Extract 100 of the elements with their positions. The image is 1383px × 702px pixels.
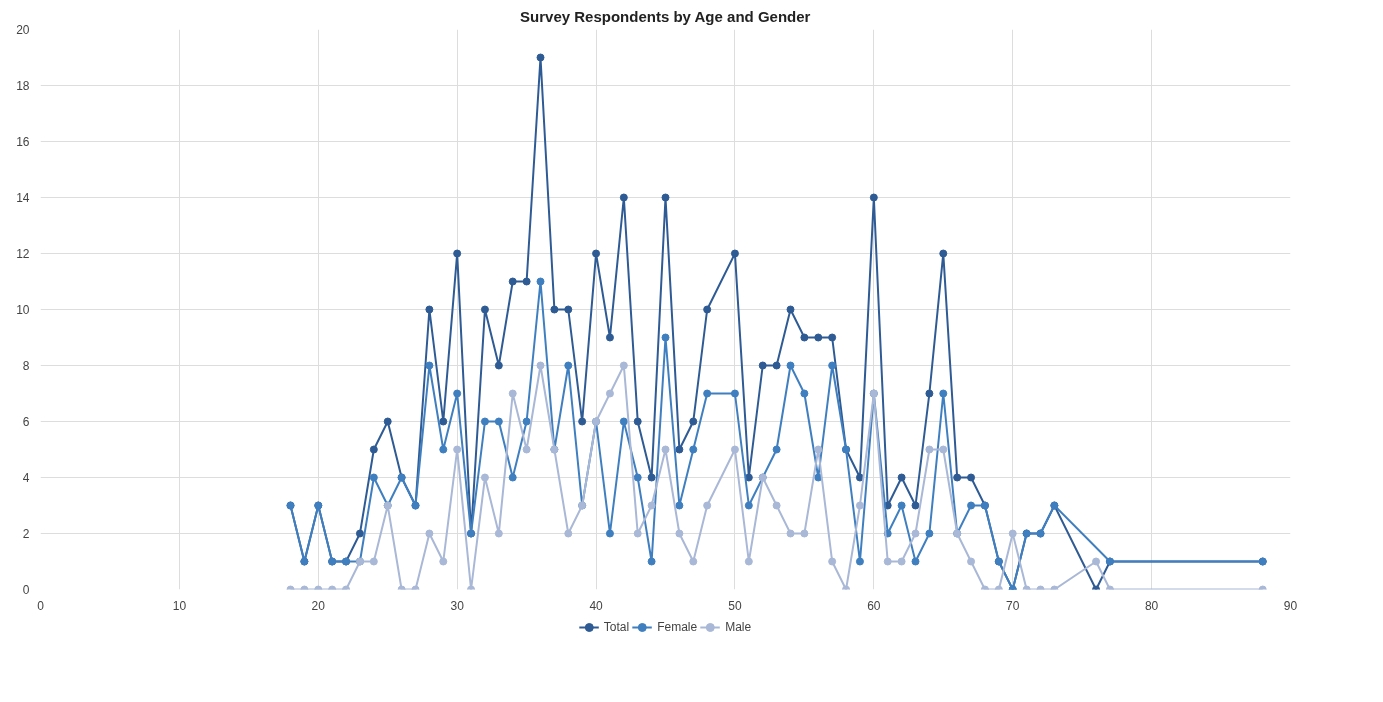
point <box>911 501 920 510</box>
point <box>564 305 573 314</box>
point <box>744 557 753 566</box>
y-tick-label: 18 <box>16 79 30 93</box>
point <box>814 333 823 342</box>
point <box>661 333 670 342</box>
point <box>703 501 712 510</box>
y-tick-label: 4 <box>22 471 30 485</box>
point <box>953 473 962 482</box>
x-tick-label: 10 <box>172 598 187 613</box>
point <box>480 305 489 314</box>
point <box>800 529 809 538</box>
point <box>494 361 503 370</box>
point <box>592 249 601 258</box>
y-tick-label: 6 <box>22 415 30 429</box>
point <box>855 501 864 510</box>
point <box>911 529 920 538</box>
x-tick-label: 60 <box>867 598 881 613</box>
point <box>689 557 698 566</box>
point <box>855 557 864 566</box>
point <box>425 305 434 314</box>
point <box>508 389 517 398</box>
point <box>661 193 670 202</box>
point <box>814 445 823 454</box>
point <box>939 389 948 398</box>
y-tick-label: 10 <box>16 303 30 317</box>
point <box>494 529 503 538</box>
point <box>800 389 809 398</box>
point <box>730 389 739 398</box>
point <box>647 501 656 510</box>
point <box>786 529 795 538</box>
point <box>967 557 976 566</box>
point <box>675 445 684 454</box>
point <box>508 473 517 482</box>
point <box>508 277 517 286</box>
point <box>772 361 781 370</box>
point <box>494 417 503 426</box>
point <box>633 473 642 482</box>
point <box>675 529 684 538</box>
y-tick-label: 20 <box>16 23 30 37</box>
point <box>605 333 614 342</box>
legend-label: Male <box>725 620 752 634</box>
point <box>522 417 531 426</box>
point <box>605 529 614 538</box>
point <box>661 445 670 454</box>
point <box>800 333 809 342</box>
point <box>786 305 795 314</box>
point <box>619 193 628 202</box>
point <box>855 473 864 482</box>
point <box>480 473 489 482</box>
point <box>564 361 573 370</box>
point <box>772 445 781 454</box>
point <box>453 389 462 398</box>
point <box>550 305 559 314</box>
point <box>369 557 378 566</box>
point <box>828 557 837 566</box>
point <box>633 417 642 426</box>
legend-label: Total <box>603 620 630 634</box>
x-tick-label: 50 <box>728 598 742 613</box>
point <box>689 417 698 426</box>
point <box>883 557 892 566</box>
point <box>383 417 392 426</box>
point <box>369 473 378 482</box>
point <box>578 417 587 426</box>
point <box>439 445 448 454</box>
point <box>758 361 767 370</box>
point <box>355 529 364 538</box>
point <box>453 445 462 454</box>
point <box>564 529 573 538</box>
point <box>703 305 712 314</box>
point <box>786 361 795 370</box>
x-tick-label: 80 <box>1144 598 1159 613</box>
point <box>536 53 545 62</box>
point <box>480 417 489 426</box>
point <box>869 193 878 202</box>
point <box>522 445 531 454</box>
point <box>703 389 712 398</box>
point <box>689 445 698 454</box>
point <box>425 361 434 370</box>
point <box>744 501 753 510</box>
point <box>647 557 656 566</box>
point <box>772 501 781 510</box>
point <box>453 249 462 258</box>
point <box>439 417 448 426</box>
x-tick-label: 0 <box>37 598 45 613</box>
point <box>675 501 684 510</box>
point <box>828 333 837 342</box>
point <box>925 529 934 538</box>
chart-title: Survey Respondents by Age and Gender <box>520 7 811 25</box>
x-tick-label: 70 <box>1006 598 1020 613</box>
point <box>925 445 934 454</box>
point <box>939 249 948 258</box>
point <box>967 473 976 482</box>
point <box>1008 529 1017 538</box>
point <box>967 501 976 510</box>
point <box>911 557 920 566</box>
point <box>605 389 614 398</box>
y-tick-label: 2 <box>22 527 30 541</box>
point <box>897 557 906 566</box>
y-tick-label: 8 <box>22 359 30 373</box>
